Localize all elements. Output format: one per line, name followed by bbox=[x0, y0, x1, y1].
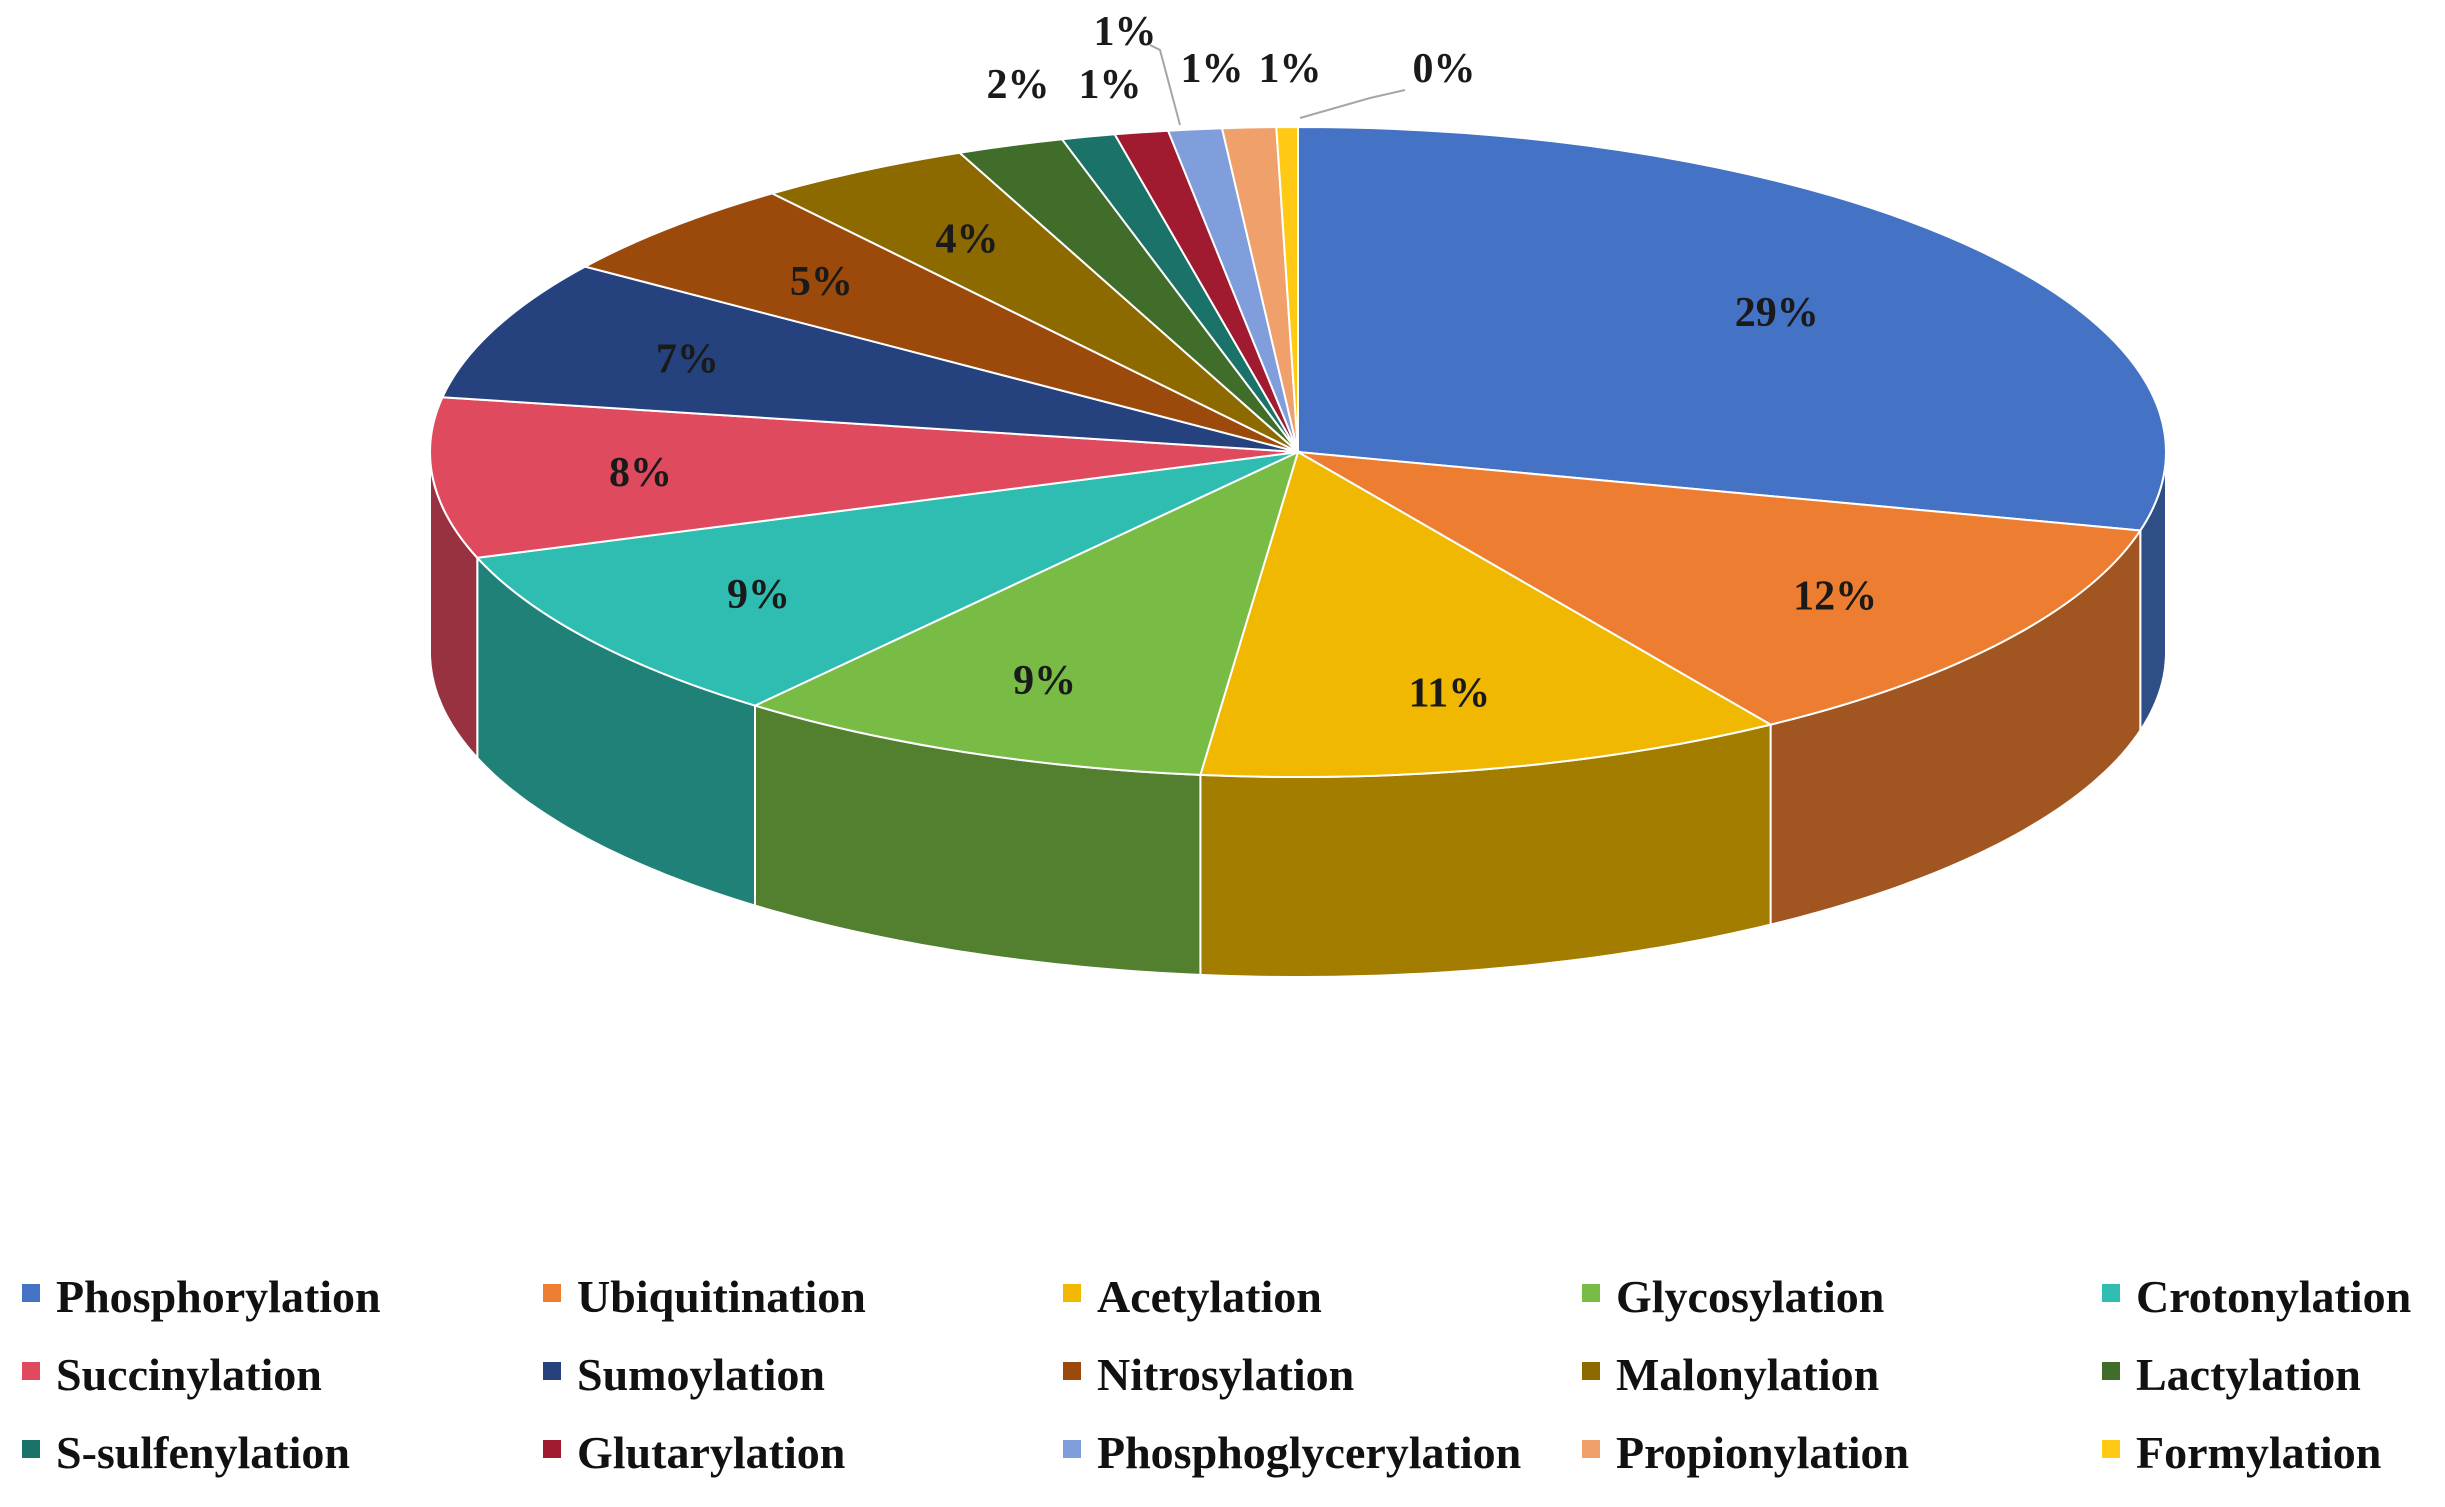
slice-phosphorylation bbox=[1297, 125, 2167, 532]
legend-item-lactylation: Lactylation bbox=[2102, 1349, 2361, 1400]
data-labels: 29% 12% 11% 9% 9% 8% 7% 5% 4% 2% 1% 1% 1% 1% 0% bbox=[609, 9, 1877, 716]
legend-swatch-s-sulfenylation bbox=[22, 1440, 40, 1458]
legend-swatch-ubiquitination bbox=[543, 1284, 561, 1302]
leader-lines bbox=[1149, 44, 1406, 126]
legend-item-ubiquitination: Ubiquitination bbox=[543, 1271, 866, 1322]
data-label-propionylation: 1% bbox=[1259, 46, 1322, 92]
legend-swatch-formylation bbox=[2102, 1440, 2120, 1458]
slice-glycosylation bbox=[752, 450, 1300, 776]
legend-item-glutarylation: Glutarylation bbox=[543, 1427, 845, 1478]
data-label-crotonylation: 9% bbox=[727, 572, 790, 618]
legend-item-phosphoglycerylation: Phosphoglycerylation bbox=[1063, 1427, 1521, 1478]
legend-item-formylation: Formylation bbox=[2102, 1427, 2381, 1478]
legend-label-formylation: Formylation bbox=[2136, 1427, 2381, 1478]
legend: Phosphorylation Ubiquitination Acetylation… bbox=[22, 1271, 2411, 1478]
legend-label-phosphoglycerylation: Phosphoglycerylation bbox=[1097, 1427, 1521, 1478]
slice-nitrosylation bbox=[582, 192, 1299, 453]
legend-item-phosphorylation: Phosphorylation bbox=[22, 1271, 381, 1322]
legend-swatch-phosphoglycerylation bbox=[1063, 1440, 1081, 1458]
data-label-phosphoglycerylation: 1% bbox=[1181, 46, 1244, 92]
slice-sumoylation bbox=[440, 265, 1299, 453]
legend-label-glutarylation: Glutarylation bbox=[577, 1427, 845, 1478]
legend-swatch-nitrosylation bbox=[1063, 1362, 1081, 1380]
legend-item-sumoylation: Sumoylation bbox=[543, 1349, 825, 1400]
data-label-lactylation: 2% bbox=[987, 62, 1050, 108]
legend-label-lactylation: Lactylation bbox=[2136, 1349, 2361, 1400]
slice-formylation bbox=[1275, 125, 1299, 453]
data-label-acetylation: 11% bbox=[1409, 670, 1491, 716]
legend-label-glycosylation: Glycosylation bbox=[1616, 1271, 1884, 1322]
legend-swatch-sumoylation bbox=[543, 1362, 561, 1380]
data-label-s-sulfenylation: 1% bbox=[1079, 62, 1142, 108]
legend-item-crotonylation: Crotonylation bbox=[2102, 1271, 2411, 1322]
legend-item-propionylation: Propionylation bbox=[1582, 1427, 1909, 1478]
legend-label-ubiquitination: Ubiquitination bbox=[577, 1271, 866, 1322]
slice-ubiquitination bbox=[1297, 451, 2143, 726]
legend-label-crotonylation: Crotonylation bbox=[2136, 1271, 2411, 1322]
legend-swatch-phosphorylation bbox=[22, 1284, 40, 1302]
pie-slices bbox=[429, 125, 2167, 778]
legend-swatch-glutarylation bbox=[543, 1440, 561, 1458]
data-label-nitrosylation: 5% bbox=[790, 259, 853, 305]
legend-item-nitrosylation: Nitrosylation bbox=[1063, 1349, 1354, 1400]
slice-acetylation bbox=[1199, 450, 1774, 778]
legend-item-succinylation: Succinylation bbox=[22, 1349, 322, 1400]
data-label-glycosylation: 9% bbox=[1013, 658, 1076, 704]
legend-label-phosphorylation: Phosphorylation bbox=[56, 1271, 381, 1322]
legend-swatch-propionylation bbox=[1582, 1440, 1600, 1458]
legend-swatch-crotonylation bbox=[2102, 1284, 2120, 1302]
legend-swatch-malonylation bbox=[1582, 1362, 1600, 1380]
data-label-glutarylation: 1% bbox=[1094, 9, 1157, 55]
slice-malonylation bbox=[769, 151, 1299, 453]
legend-label-nitrosylation: Nitrosylation bbox=[1097, 1349, 1354, 1400]
slice-crotonylation bbox=[475, 451, 1299, 707]
legend-label-malonylation: Malonylation bbox=[1616, 1349, 1879, 1400]
legend-item-acetylation: Acetylation bbox=[1063, 1271, 1322, 1322]
leader-line-formylation bbox=[1299, 89, 1406, 119]
leader-line-glutarylation bbox=[1149, 44, 1181, 126]
legend-label-succinylation: Succinylation bbox=[56, 1349, 322, 1400]
data-label-phosphorylation: 29% bbox=[1735, 290, 1819, 336]
legend-label-propionylation: Propionylation bbox=[1616, 1427, 1909, 1478]
legend-swatch-glycosylation bbox=[1582, 1284, 1600, 1302]
data-label-succinylation: 8% bbox=[609, 450, 672, 496]
data-label-sumoylation: 7% bbox=[656, 337, 719, 383]
legend-item-s-sulfenylation: S-sulfenylation bbox=[22, 1427, 350, 1478]
data-label-malonylation: 4% bbox=[936, 216, 999, 262]
legend-label-sumoylation: Sumoylation bbox=[577, 1349, 825, 1400]
legend-item-malonylation: Malonylation bbox=[1582, 1349, 1879, 1400]
pie-side-walls bbox=[429, 452, 2167, 978]
legend-swatch-succinylation bbox=[22, 1362, 40, 1380]
legend-swatch-acetylation bbox=[1063, 1284, 1081, 1302]
data-label-formylation: 0% bbox=[1413, 46, 1476, 92]
slice-succinylation bbox=[429, 396, 1299, 559]
legend-label-acetylation: Acetylation bbox=[1097, 1271, 1322, 1322]
legend-label-s-sulfenylation: S-sulfenylation bbox=[56, 1427, 350, 1478]
data-label-ubiquitination: 12% bbox=[1793, 573, 1877, 619]
legend-swatch-lactylation bbox=[2102, 1362, 2120, 1380]
legend-item-glycosylation: Glycosylation bbox=[1582, 1271, 1884, 1322]
